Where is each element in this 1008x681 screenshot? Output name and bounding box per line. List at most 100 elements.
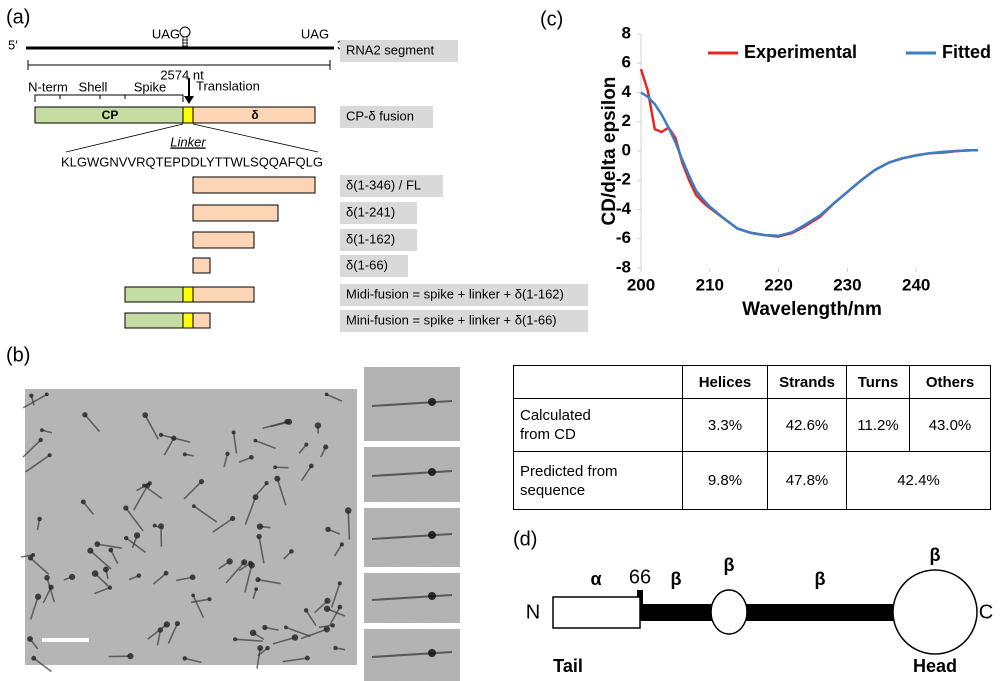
particle-head	[340, 542, 344, 546]
head-domain	[893, 570, 977, 654]
particle-head	[199, 479, 204, 484]
particle-head	[191, 594, 195, 598]
particle-head	[134, 532, 140, 538]
spike-bar	[125, 313, 183, 328]
header-cell: Others	[910, 366, 991, 399]
particle-head	[29, 393, 33, 397]
particle-head	[305, 656, 310, 661]
particle-head	[230, 516, 235, 521]
x-tick-label: 240	[902, 275, 930, 294]
particle-head	[325, 527, 330, 532]
translation-label: Translation	[196, 78, 260, 93]
particle-head	[266, 646, 270, 650]
page: (a) 5′ 3′ UAG UAG 2574 nt RNA2 segment N…	[0, 0, 1008, 681]
panel-label: (d)	[513, 528, 537, 550]
particle-head	[324, 606, 330, 612]
particle-head	[338, 605, 343, 610]
particle-head	[31, 656, 36, 661]
x-tick-label: 230	[833, 275, 861, 294]
linker-title: Linker	[170, 134, 206, 149]
particle-head	[48, 453, 52, 457]
y-tick-label: 6	[622, 53, 631, 72]
particle-head	[164, 571, 169, 576]
particle-head	[256, 534, 261, 539]
particle-head	[27, 636, 33, 642]
linker-sequence: KLGWGNVVRQTEPDDLYTTWLSQQAFQLG	[61, 154, 323, 169]
particle-head	[35, 594, 41, 600]
delta-bar	[193, 232, 254, 248]
particle-head	[39, 438, 43, 442]
beta-strand	[640, 604, 895, 621]
particle-head	[40, 428, 44, 432]
particle-head	[428, 592, 436, 600]
particle-head	[45, 393, 49, 397]
panel-label: (a)	[6, 6, 30, 28]
construct-label: δ(1-162)	[346, 231, 395, 246]
particle-head	[274, 476, 280, 482]
particle-head	[69, 574, 75, 580]
row-label: Predicted from sequence	[514, 452, 683, 510]
particle-head	[284, 626, 288, 630]
header-row: Helices Strands Turns Others	[514, 366, 991, 399]
small-domain	[711, 590, 747, 634]
particle-head	[254, 439, 258, 443]
hairpin-stem	[182, 37, 188, 48]
x-tick-label: 210	[696, 275, 724, 294]
particle-head	[182, 656, 187, 661]
particle-head	[325, 393, 329, 397]
cell: 3.3%	[683, 399, 768, 452]
delta-bar	[193, 258, 210, 273]
particle-head	[324, 598, 330, 604]
hairpin	[180, 27, 190, 37]
particle-head	[159, 433, 163, 437]
cell: 47.8%	[768, 452, 847, 510]
series-line	[641, 93, 978, 236]
particle-head	[127, 653, 133, 659]
particle-head	[289, 549, 294, 554]
domain-bracket	[35, 95, 183, 102]
y-tick-label: 2	[622, 111, 631, 130]
particle-head	[265, 481, 269, 485]
particle-head	[262, 625, 267, 630]
delta-label: δ	[251, 108, 258, 122]
micrograph	[21, 367, 460, 681]
particle-head	[249, 562, 255, 568]
y-axis-label: CD/delta epsilon	[599, 77, 620, 226]
construct-label: Mini-fusion = spike + linker + δ(1-66)	[346, 312, 557, 327]
beta-label: β	[930, 545, 941, 565]
five-prime: 5′	[8, 37, 18, 52]
cell: 9.8%	[683, 452, 768, 510]
particle-head	[323, 445, 328, 450]
segment-label: RNA2 segment	[346, 42, 435, 57]
construct-label: CP-δ fusion	[346, 108, 414, 123]
particle-head	[142, 484, 146, 488]
particle-head	[255, 577, 260, 582]
domain-label: N-term	[28, 79, 68, 94]
particle-head	[124, 536, 128, 540]
panel-label: (c)	[540, 8, 563, 30]
alpha-label: α	[590, 569, 601, 589]
corner-cell	[514, 366, 683, 399]
particle-head	[273, 465, 277, 469]
particle-head	[254, 587, 258, 591]
delta-bar	[193, 313, 210, 328]
y-tick-label: 0	[622, 140, 631, 159]
particle-head	[304, 608, 308, 612]
particle-head	[232, 430, 236, 434]
alpha-box	[553, 597, 640, 628]
particle-head	[108, 585, 112, 589]
particle-head	[304, 443, 308, 447]
particle-head	[428, 531, 436, 539]
header-cell: Strands	[768, 366, 847, 399]
particle-head	[233, 637, 237, 641]
particle-head	[257, 645, 263, 651]
particle-head	[428, 649, 436, 657]
domain-label: Spike	[134, 79, 167, 94]
row-label: Calculated from CD	[514, 399, 683, 452]
particle-head	[190, 574, 196, 580]
y-tick-label: 8	[622, 23, 631, 42]
cp-label: CP	[102, 108, 119, 122]
header-cell: Helices	[683, 366, 768, 399]
beta-label: β	[724, 555, 735, 575]
particle-head	[192, 504, 196, 508]
